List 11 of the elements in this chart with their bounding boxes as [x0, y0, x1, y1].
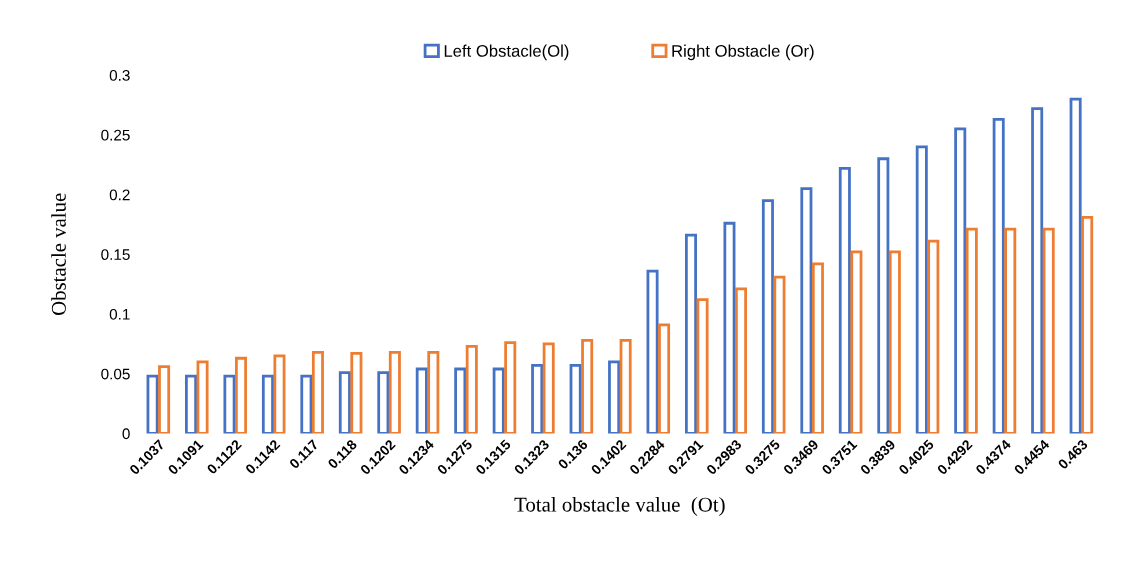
y-tick-label: 0.1: [109, 308, 130, 320]
legend-label: Left Obstacle(Ol): [444, 44, 569, 61]
x-axis-title: Total obstacle value (Ot): [514, 497, 725, 516]
y-tick-label: 0: [122, 428, 130, 440]
y-tick-label: 0.15: [101, 249, 130, 261]
y-tick-label: 0.25: [101, 129, 130, 141]
y-tick-label: 0.3: [109, 70, 130, 81]
y-tick-label: 0.2: [109, 189, 130, 201]
y-tick-label: 0.05: [101, 368, 130, 380]
y-axis-title: Obstacle value: [51, 193, 66, 316]
legend-label: Right Obstacle (Or): [672, 44, 814, 61]
